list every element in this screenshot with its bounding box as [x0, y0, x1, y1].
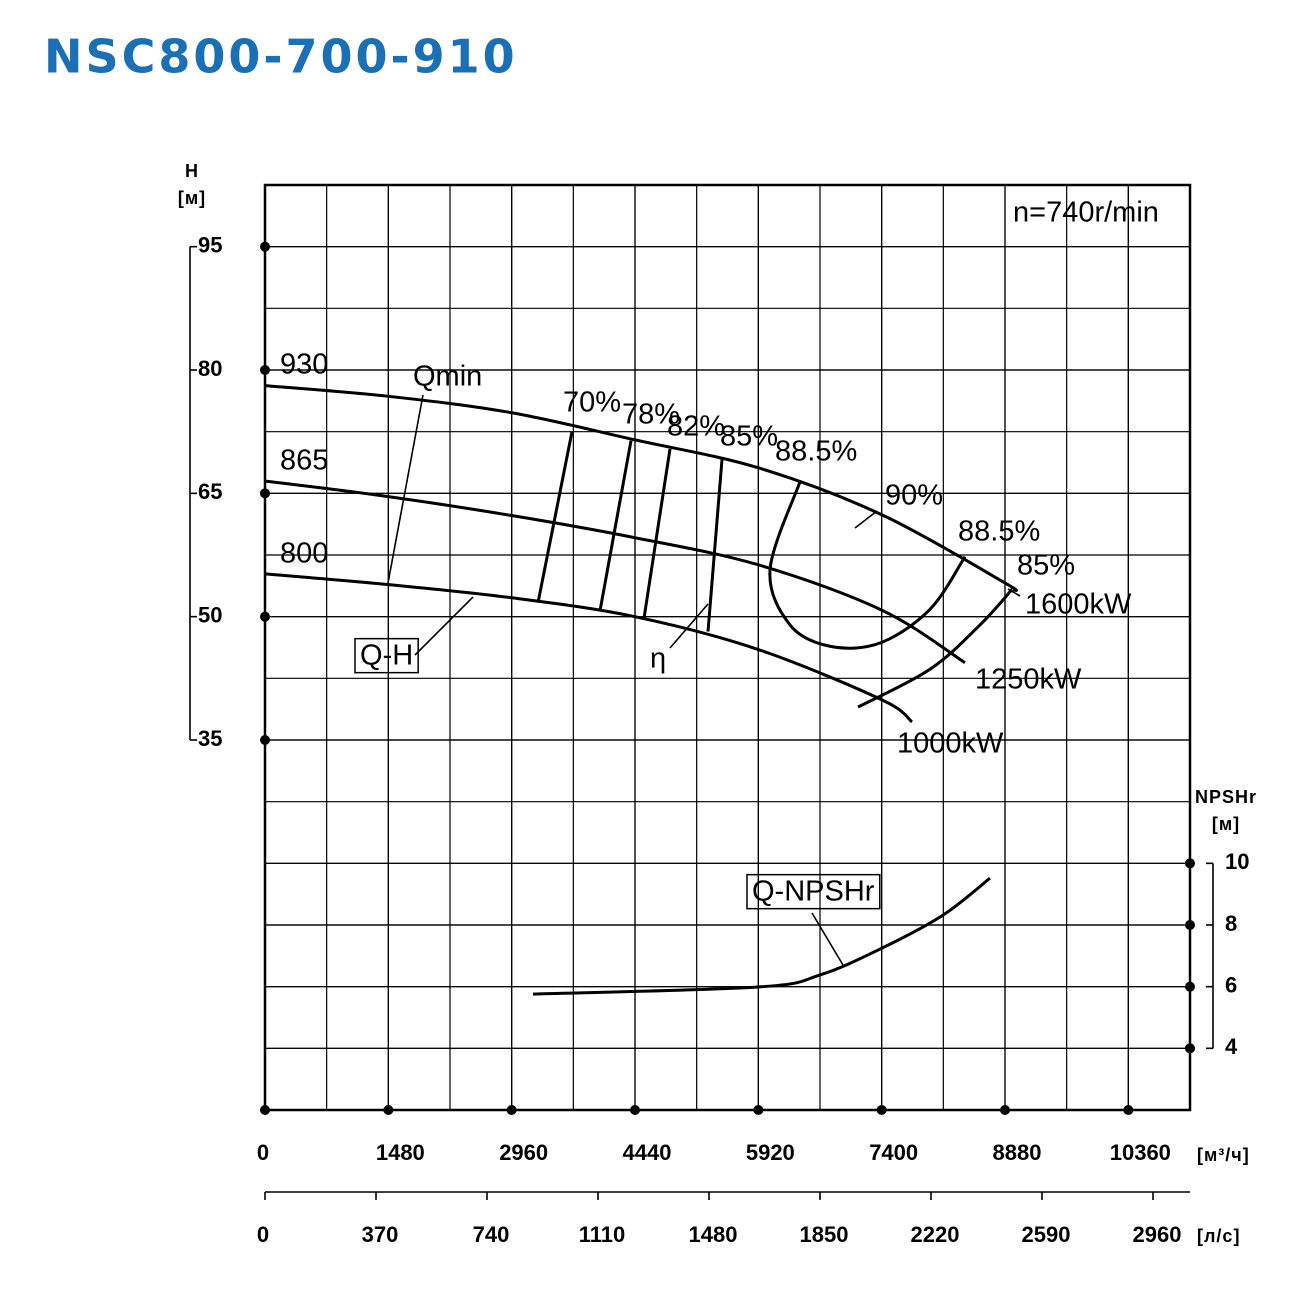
series-label: 78% — [622, 399, 680, 431]
x2-tick-label: 1850 — [800, 1222, 849, 1247]
curve — [264, 479, 966, 664]
y2-tick-label: 10 — [1225, 849, 1249, 874]
y-tick-label: 65 — [198, 479, 222, 504]
y2-tick-label: 4 — [1225, 1034, 1238, 1059]
curve — [768, 481, 967, 650]
leader-line — [414, 596, 474, 656]
series-label: Q-NPSHr — [752, 876, 875, 908]
curve — [264, 572, 913, 724]
curve — [706, 459, 724, 632]
leader-line — [387, 394, 424, 584]
y-tick-label: 50 — [198, 602, 222, 627]
x-tick-label: 8880 — [993, 1140, 1042, 1165]
x2-tick-label: 1110 — [579, 1222, 626, 1247]
annotation: η — [650, 643, 666, 675]
series-label: 88.5% — [775, 436, 857, 468]
x2-tick-label: 2960 — [1133, 1222, 1182, 1247]
x-tick-label: 0 — [257, 1140, 269, 1165]
y2-tick-label: 6 — [1225, 972, 1237, 997]
x2-tick-label: 740 — [473, 1222, 510, 1247]
annotation: Qmin — [413, 361, 482, 393]
y2-axis-label: NPSHr — [1195, 787, 1257, 807]
series-label: 85% — [720, 421, 778, 453]
series-label: 800 — [280, 538, 328, 570]
curve — [532, 876, 991, 996]
series-label: 82% — [667, 411, 725, 443]
x2-tick-label: 2220 — [911, 1222, 960, 1247]
x-tick-label: 1480 — [376, 1140, 425, 1165]
series-label: 70% — [563, 387, 621, 419]
curve — [536, 431, 574, 603]
annotation: 1250kW — [975, 664, 1082, 696]
leader-line — [669, 603, 709, 649]
curve — [642, 448, 672, 619]
speed-label: n=740r/min — [1013, 197, 1159, 229]
x-tick-label: 10360 — [1110, 1140, 1171, 1165]
y2-tick-label: 8 — [1225, 911, 1237, 936]
label-box — [354, 637, 419, 674]
label-box — [746, 873, 881, 910]
leader-line — [854, 510, 878, 529]
y-axis-unit: [м] — [178, 188, 206, 208]
y-axis-label: H — [185, 161, 199, 181]
x-tick-label: 5920 — [746, 1140, 795, 1165]
series-label: 85% — [1017, 550, 1075, 582]
curve — [857, 588, 1014, 709]
x2-tick-label: 370 — [362, 1222, 399, 1247]
x2-tick-label: 1480 — [689, 1222, 738, 1247]
leader-line — [811, 912, 844, 966]
plot-frame — [263, 183, 1192, 1112]
annotation: 90% — [885, 480, 943, 512]
series-label: 88.5% — [958, 516, 1040, 548]
leader-line — [1007, 588, 1021, 597]
y2-axis-unit: [м] — [1212, 814, 1240, 834]
x2-tick-label: 0 — [257, 1222, 269, 1247]
curve — [264, 384, 1018, 593]
x-axis-unit: [м³/ч] — [1197, 1145, 1250, 1165]
x2-axis-unit: [л/с] — [1197, 1226, 1240, 1246]
series-label: 865 — [280, 445, 328, 477]
y-tick-label: 80 — [198, 356, 222, 381]
chart-title: NSC800-700-910 — [44, 30, 518, 84]
x2-tick-label: 2590 — [1022, 1222, 1071, 1247]
series-label: 930 — [280, 349, 328, 381]
x-tick-label: 4440 — [623, 1140, 672, 1165]
x-tick-label: 7400 — [869, 1140, 918, 1165]
y-tick-label: 35 — [198, 726, 222, 751]
y-tick-label: 95 — [198, 232, 222, 257]
annotation: Q-H — [360, 640, 413, 672]
curve — [598, 440, 633, 612]
annotation: 1000kW — [897, 728, 1004, 760]
x-tick-label: 2960 — [499, 1140, 548, 1165]
annotation: 1600kW — [1025, 589, 1132, 621]
